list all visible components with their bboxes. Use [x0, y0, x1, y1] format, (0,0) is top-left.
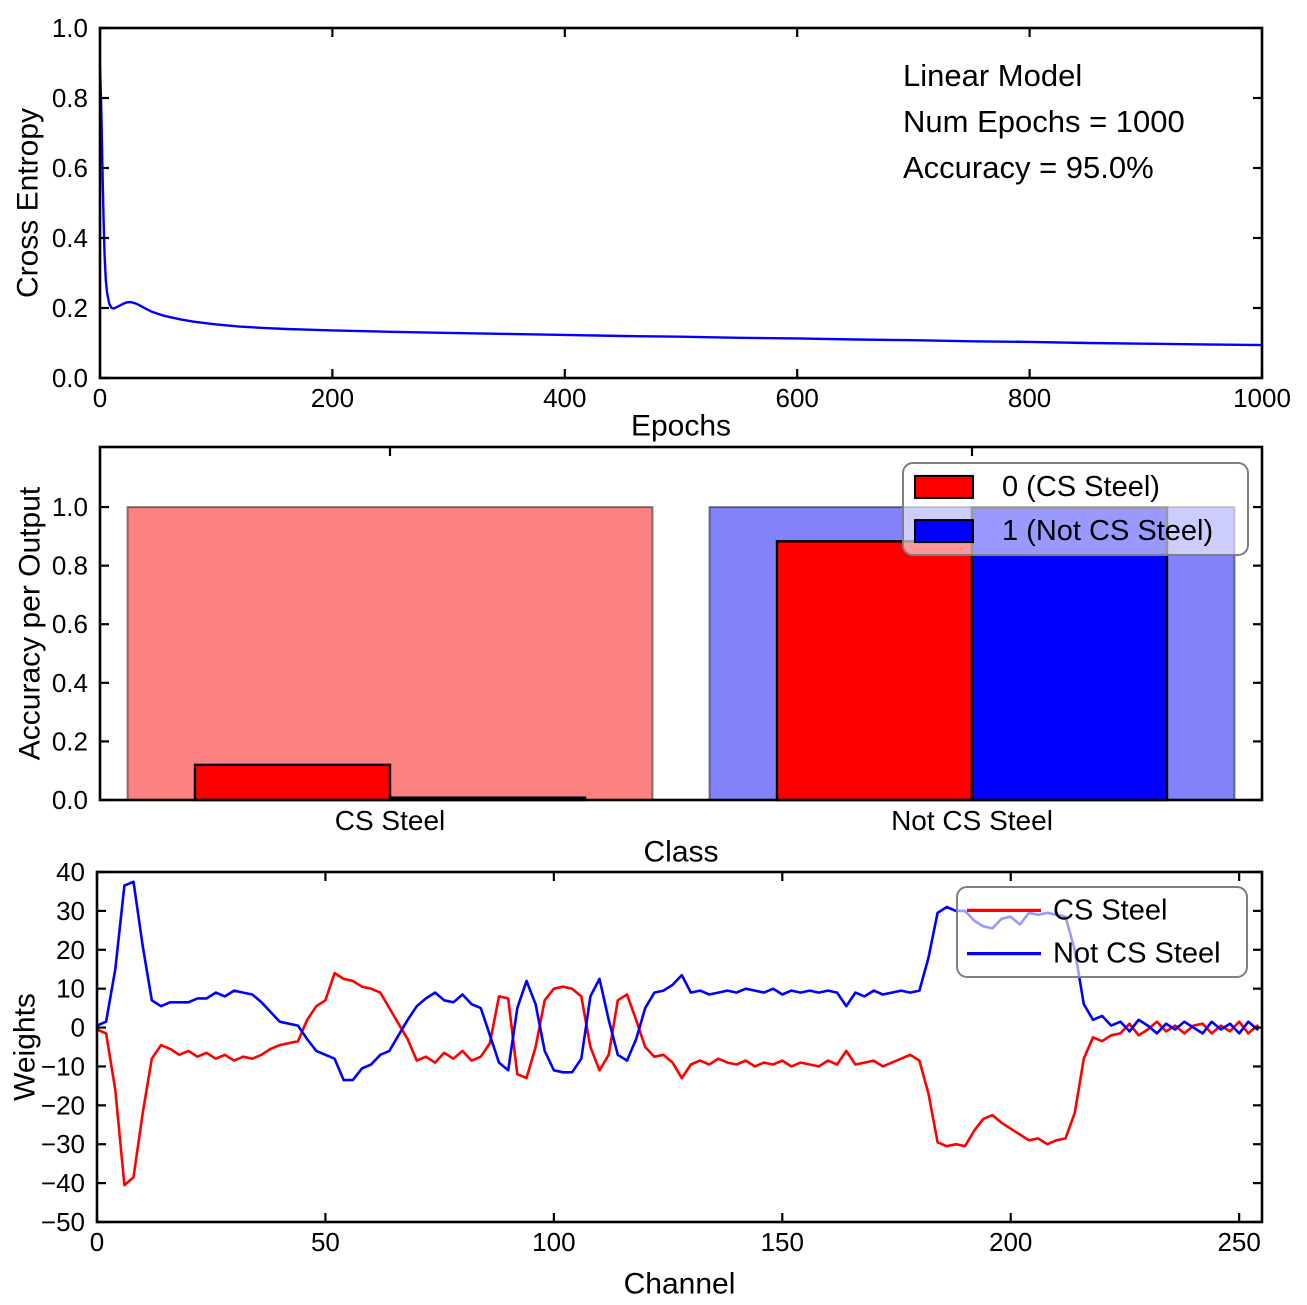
x-axis-label: Class: [643, 836, 718, 869]
x-tick-label: 200: [311, 383, 354, 413]
x-tick-label: 250: [1217, 1227, 1260, 1257]
x-tick-label: 400: [543, 383, 586, 413]
bar-output-0: [775, 540, 974, 802]
y-tick-label: −50: [41, 1207, 85, 1237]
y-tick-label: 20: [56, 935, 85, 965]
y-tick-label: 10: [56, 974, 85, 1004]
series-line-cs-steel: [95, 971, 1259, 1187]
y-tick-label: −40: [41, 1168, 85, 1198]
y-axis-label: Weights: [9, 993, 42, 1101]
annotation-line-3: Accuracy = 95.0%: [903, 150, 1154, 185]
series-line-cross-entropy-line: [98, 65, 1264, 347]
y-tick-label: 0.4: [52, 668, 88, 698]
cross-entropy-chart: 0 200 400 600 800 1000 0.0 0.2 0.4 0.6 0.8 1.0 Epoch…: [12, 13, 1291, 443]
y-axis-label: Accuracy per Output: [14, 486, 47, 760]
x-tick-label: 0: [90, 1227, 104, 1257]
x-tick-label: 150: [761, 1227, 804, 1257]
annotation-line-2: Num Epochs = 1000: [903, 104, 1185, 139]
legend-label: Not CS Steel: [1053, 938, 1221, 970]
legend-swatch-red: [914, 474, 974, 499]
y-tick-label: 0.0: [52, 785, 88, 815]
class-total-bar: [126, 506, 654, 801]
plot-frame: [95, 870, 1264, 1224]
legend: CS Steel Not CS Steel: [956, 886, 1248, 978]
y-tick-label: 0: [71, 1013, 85, 1043]
annotation-line-1: Linear Model: [903, 58, 1082, 93]
x-axis-label: Channel: [624, 1268, 736, 1301]
plot-frame: [98, 26, 1264, 380]
y-tick-label: 40: [56, 857, 85, 887]
legend-label: CS Steel: [1053, 894, 1167, 926]
y-tick-label: 30: [56, 896, 85, 926]
category-label: CS Steel: [335, 805, 446, 836]
weights-chart: 0 50 100 150 200 250403020100−10−20−30−40−50C…: [9, 857, 1264, 1301]
y-tick-label: 0.2: [52, 726, 88, 756]
x-tick-label: 600: [776, 383, 819, 413]
x-tick-label: 0: [93, 383, 107, 413]
x-tick-label: 200: [989, 1227, 1032, 1257]
x-tick-label: 50: [311, 1227, 340, 1257]
x-tick-label: 100: [532, 1227, 575, 1257]
y-tick-label: 0.6: [52, 153, 88, 183]
y-tick-label: −10: [41, 1051, 85, 1081]
y-tick-label: −20: [41, 1090, 85, 1120]
accuracy-bar-chart: CS Steel Not CS Steel 0.0 0.2 0.4 0.6 0.8 1.0 Cl…: [14, 445, 1264, 869]
y-tick-label: 0.8: [52, 551, 88, 581]
y-tick-label: 0.6: [52, 609, 88, 639]
legend-label: 1 (Not CS Steel): [1002, 515, 1213, 547]
legend-label: 0 (CS Steel): [1002, 471, 1160, 503]
y-tick-label: 1.0: [52, 13, 88, 43]
y-tick-label: 0.4: [52, 223, 88, 253]
y-tick-label: 0.0: [52, 363, 88, 393]
y-tick-label: 1.0: [52, 492, 88, 522]
y-tick-label: 0.2: [52, 293, 88, 323]
legend-swatch-blue: [914, 519, 974, 544]
y-axis-label: Cross Entropy: [12, 108, 45, 298]
y-tick-label: 0.8: [52, 83, 88, 113]
bar-output-1: [970, 506, 1169, 802]
category-label: Not CS Steel: [891, 805, 1053, 836]
x-tick-label: 800: [1008, 383, 1051, 413]
x-axis-label: Epochs: [631, 410, 731, 443]
legend: 0 (CS Steel) 1 (Not CS Steel): [902, 462, 1249, 556]
x-tick-label: 1000: [1233, 383, 1291, 413]
bar-output-0: [193, 763, 392, 802]
legend-box: [902, 462, 1249, 556]
y-tick-label: −30: [41, 1129, 85, 1159]
